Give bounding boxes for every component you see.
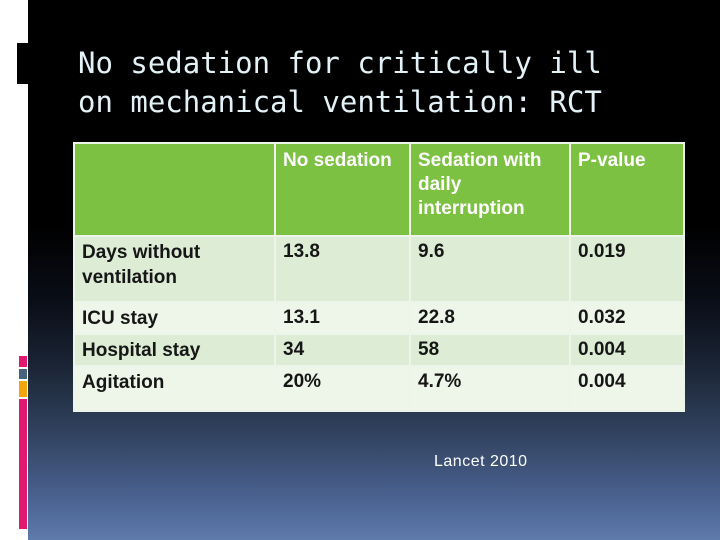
cell-value: 4.7% <box>411 367 569 410</box>
table-header-sedation-daily-interruption: Sedation with daily interruption <box>411 144 569 235</box>
row-label-hospital-stay: Hospital stay <box>75 335 274 365</box>
cell-value: 34 <box>276 335 409 365</box>
cell-value: 0.004 <box>571 335 683 365</box>
results-table: No sedation Sedation with daily interrup… <box>73 142 685 412</box>
accent-square-slate <box>19 369 27 379</box>
row-label-days-without-ventilation: Days without ventilation <box>75 237 274 301</box>
table-header-no-sedation: No sedation <box>276 144 409 235</box>
row-label-icu-stay: ICU stay <box>75 303 274 333</box>
title-accent-square <box>15 43 28 84</box>
accent-bar-magenta <box>19 399 27 529</box>
slide-title-line-1: No sedation for critically ill <box>78 46 602 80</box>
cell-value: 0.019 <box>571 237 683 301</box>
table-header-empty <box>75 144 274 235</box>
cell-value: 9.6 <box>411 237 569 301</box>
slide-title: No sedation for critically ill on mechan… <box>78 44 602 122</box>
cell-value: 22.8 <box>411 303 569 333</box>
row-label-agitation: Agitation <box>75 367 274 410</box>
cell-value: 13.8 <box>276 237 409 301</box>
table-header-p-value: P-value <box>571 144 683 235</box>
cell-value: 0.032 <box>571 303 683 333</box>
cell-value: 20% <box>276 367 409 410</box>
cell-value: 58 <box>411 335 569 365</box>
cell-value: 13.1 <box>276 303 409 333</box>
citation-text: Lancet 2010 <box>434 453 528 470</box>
cell-value: 0.004 <box>571 367 683 410</box>
accent-square-pink <box>19 356 27 367</box>
accent-square-amber <box>19 381 27 397</box>
slide-title-line-2: on mechanical ventilation: RCT <box>78 85 602 119</box>
